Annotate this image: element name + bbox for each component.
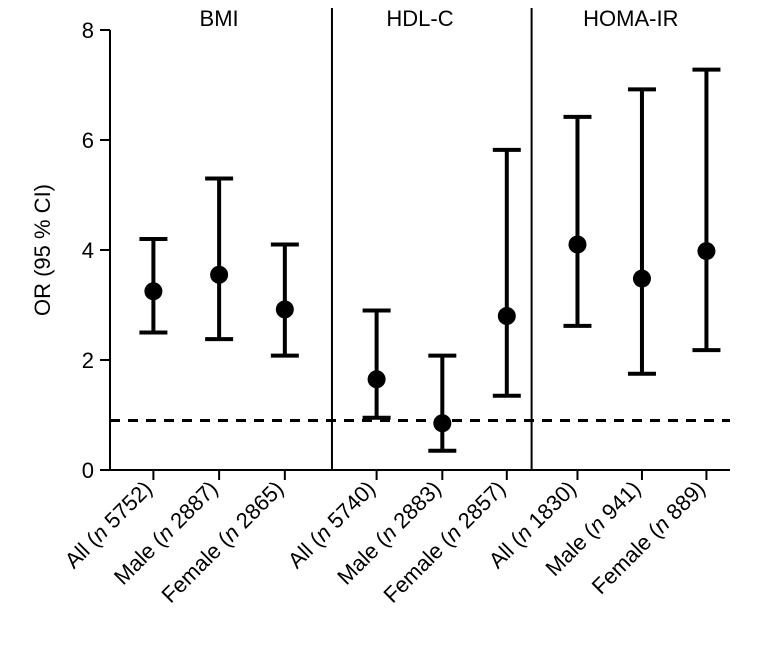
y-axis-title: OR (95 % CI): [30, 184, 55, 316]
point-marker: [368, 370, 386, 388]
panel-label: BMI: [200, 6, 239, 31]
point-marker: [498, 307, 516, 325]
panel-label: HDL-C: [386, 6, 453, 31]
point-marker: [633, 270, 651, 288]
plot-svg: 02468OR (95 % CI)BMIHDL-CHOMA-IRAll (n 5…: [0, 0, 780, 653]
y-tick-label: 6: [82, 128, 94, 153]
point-marker: [433, 414, 451, 432]
y-tick-label: 8: [82, 18, 94, 43]
x-tick-label: Female (n 2865): [157, 476, 289, 608]
point-marker: [276, 300, 294, 318]
x-tick-label: Female (n 889): [587, 476, 710, 599]
point-marker: [210, 266, 228, 284]
point-marker: [697, 242, 715, 260]
panel-label: HOMA-IR: [583, 6, 678, 31]
point-marker: [144, 282, 162, 300]
point-marker: [568, 236, 586, 254]
x-tick-label: Female (n 2857): [379, 476, 511, 608]
y-tick-label: 2: [82, 348, 94, 373]
y-tick-label: 0: [82, 458, 94, 483]
forest-plot: 02468OR (95 % CI)BMIHDL-CHOMA-IRAll (n 5…: [0, 0, 780, 653]
y-tick-label: 4: [82, 238, 94, 263]
